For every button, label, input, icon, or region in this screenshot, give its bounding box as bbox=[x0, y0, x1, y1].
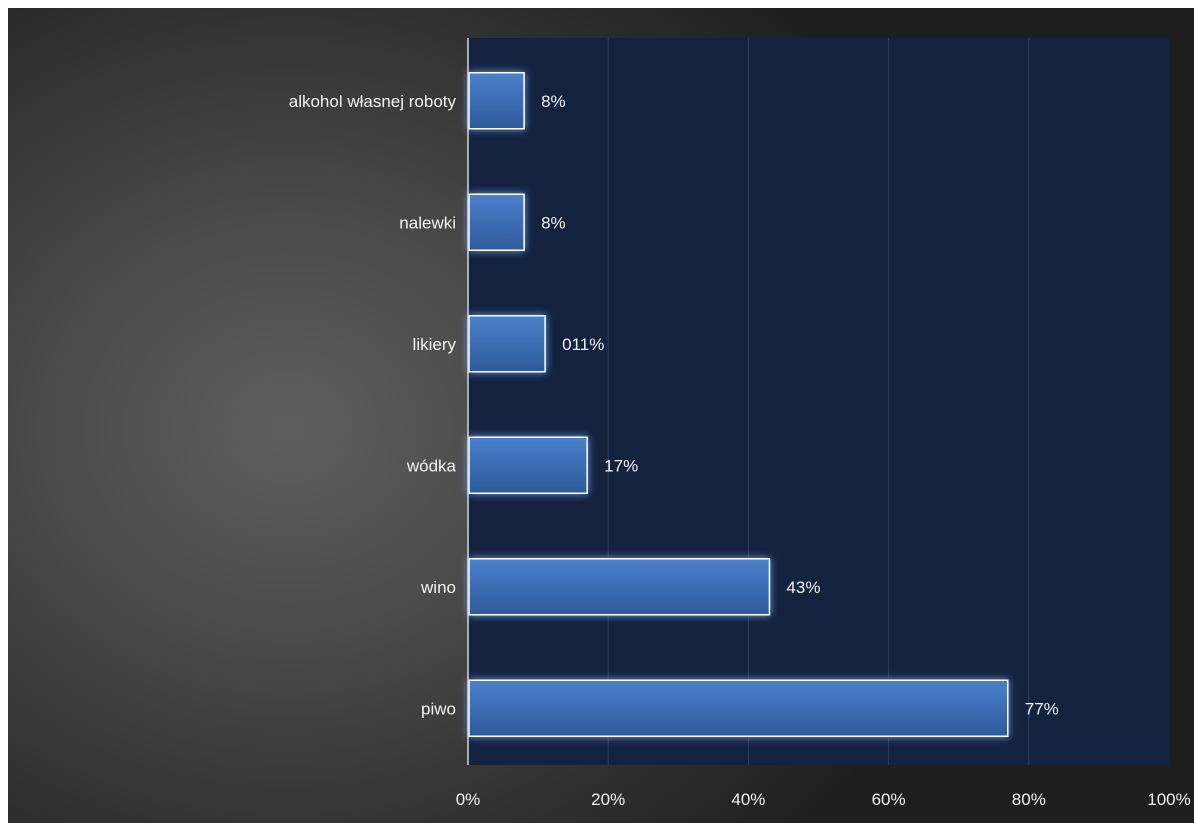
x-tick-label: 40% bbox=[731, 790, 765, 809]
category-label-alkohol-wlasnej-roboty: alkohol własnej roboty bbox=[289, 92, 457, 111]
data-label-piwo: 77% bbox=[1025, 699, 1059, 718]
category-label-piwo: piwo bbox=[421, 699, 456, 718]
x-tick-label: 100% bbox=[1147, 790, 1190, 809]
bar-piwo bbox=[468, 679, 1009, 737]
data-label-alkohol-wlasnej-roboty: 8% bbox=[541, 92, 566, 111]
x-tick-label: 0% bbox=[456, 790, 481, 809]
bar-nalewki bbox=[468, 193, 525, 251]
data-label-nalewki: 8% bbox=[541, 213, 566, 232]
category-label-nalewki: nalewki bbox=[399, 213, 456, 232]
x-tick-label: 80% bbox=[1012, 790, 1046, 809]
bar-likiery bbox=[468, 315, 546, 373]
category-label-wodka: wódka bbox=[406, 456, 457, 475]
category-label-likiery: likiery bbox=[413, 335, 457, 354]
data-label-likiery: 011% bbox=[562, 335, 604, 354]
category-labels: alkohol własnej roboty nalewki likiery wódk… bbox=[289, 92, 457, 719]
bar-alkohol-wlasnej-roboty bbox=[468, 72, 525, 130]
bar-wino bbox=[468, 558, 771, 616]
chart-frame: alkohol własnej roboty nalewki likiery wódk… bbox=[8, 8, 1194, 823]
category-label-wino: wino bbox=[420, 578, 456, 597]
data-label-wino: 43% bbox=[786, 578, 820, 597]
bars bbox=[468, 72, 1009, 737]
x-tick-label: 20% bbox=[591, 790, 625, 809]
bar-chart: alkohol własnej roboty nalewki likiery wódk… bbox=[289, 38, 1191, 809]
data-labels: 8% 8% 011% 17% 43% 77% bbox=[541, 92, 1059, 719]
data-label-wodka: 17% bbox=[604, 456, 638, 475]
x-tick-labels: 0% 20% 40% 60% 80% 100% bbox=[456, 790, 1191, 809]
gridlines bbox=[607, 38, 1030, 765]
bar-wodka bbox=[468, 436, 588, 494]
x-tick-label: 60% bbox=[872, 790, 906, 809]
plot-area bbox=[468, 38, 1169, 765]
